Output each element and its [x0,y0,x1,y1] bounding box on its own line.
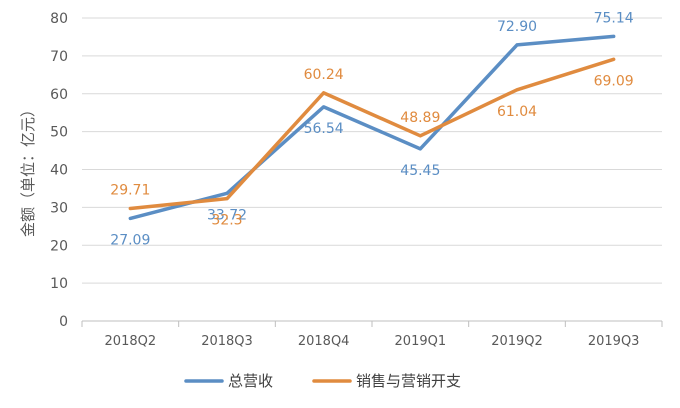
y-tick-label: 20 [50,238,68,254]
x-tick-label: 2019Q1 [395,334,447,349]
x-tick-label: 2019Q3 [588,334,640,349]
x-axis: 2018Q2 2018Q3 2018Q4 2019Q1 2019Q2 2019Q3 [81,320,663,349]
x-tick-label: 2018Q4 [298,334,350,349]
y-tick-label: 50 [50,125,68,141]
y-axis: 0 10 20 30 40 50 60 70 80 [50,11,68,330]
data-label: 27.09 [110,232,150,248]
data-label: 33.72 [207,207,247,223]
x-tick-label: 2019Q2 [491,334,543,349]
y-axis-label: 金额（单位：亿元） [19,102,37,237]
data-label: 69.09 [594,73,634,89]
legend-label: 总营收 [228,372,273,390]
x-tick-label: 2018Q3 [201,334,253,349]
data-label: 60.24 [304,67,344,83]
series-group: 27.09 33.72 56.54 45.45 72.90 75.14 29.71 32.3 6… [110,10,634,248]
legend-label: 销售与营销开支 [356,372,461,390]
y-tick-label: 80 [50,11,68,27]
data-label: 45.45 [400,163,440,179]
data-label: 61.04 [497,104,537,120]
data-label: 75.14 [594,10,634,26]
x-tick-label: 2018Q2 [105,334,157,349]
data-label: 56.54 [304,121,344,137]
legend: 总营收 销售与营销开支 [184,372,461,390]
gridlines [82,17,662,284]
y-tick-label: 0 [59,314,68,330]
series-line-1 [128,34,616,221]
series-line-2 [128,57,616,211]
data-label: 29.71 [110,182,150,198]
data-label: 48.89 [400,110,440,126]
y-tick-label: 30 [50,200,68,216]
y-tick-label: 60 [50,87,68,103]
data-label: 72.90 [497,19,537,35]
y-tick-label: 40 [50,163,68,179]
y-tick-label: 10 [50,276,68,292]
y-tick-label: 70 [50,49,68,65]
data-label: 32.3 [211,213,242,229]
